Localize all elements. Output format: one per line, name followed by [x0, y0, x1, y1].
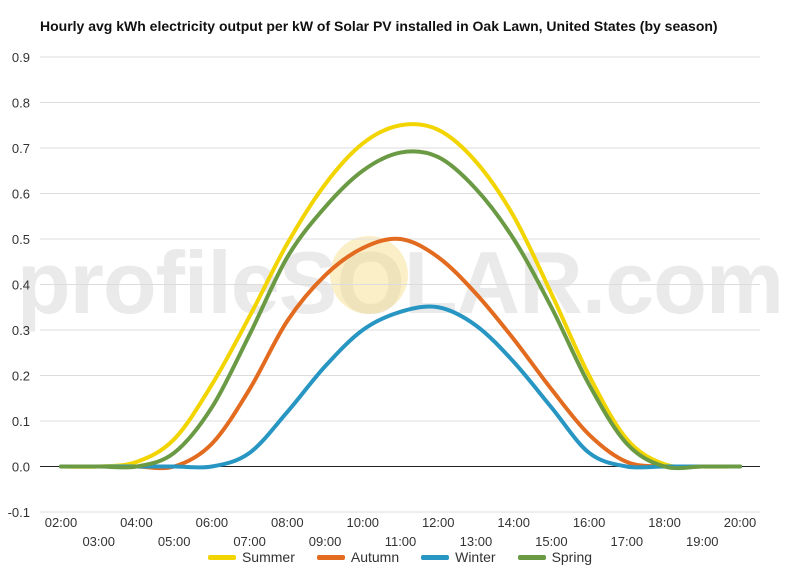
legend-label: Summer	[241, 549, 295, 565]
y-tick-label: 0.1	[12, 414, 30, 429]
x-tick-label: 07:00	[233, 534, 266, 549]
watermark-text: profileSOLAR.com	[16, 233, 784, 332]
y-tick-label: 0.8	[12, 96, 30, 111]
chart-title: Hourly avg kWh electricity output per kW…	[40, 18, 718, 34]
x-tick-label: 17:00	[611, 534, 644, 549]
legend-swatch	[517, 554, 546, 560]
y-tick-label: 0.7	[12, 141, 30, 156]
x-tick-label: 20:00	[724, 515, 757, 530]
y-axis-ticks: -0.1 0.0 0.1 0.2 0.3 0.4 0.5 0.6 0.7 0.8 0.9	[8, 50, 30, 520]
x-tick-label: 15:00	[535, 534, 568, 549]
series-line-spring	[59, 149, 742, 471]
x-tick-label: 02:00	[45, 515, 78, 530]
y-tick-label: 0.9	[12, 50, 30, 65]
y-tick-label: 0.3	[12, 323, 30, 338]
legend-swatch	[207, 554, 236, 560]
x-tick-label: 16:00	[573, 515, 606, 530]
y-tick-label: 0.6	[12, 187, 30, 202]
x-tick-label: 19:00	[686, 534, 719, 549]
series-line-summer	[59, 122, 742, 469]
y-tick-label: 0.2	[12, 369, 30, 384]
x-tick-label: 11:00	[385, 534, 417, 549]
series-lines	[59, 122, 742, 471]
x-axis-ticks: 02:00 03:00 04:00 05:00 06:00 07:00 08:00 09:00…	[45, 515, 757, 549]
x-tick-label: 13:00	[460, 534, 493, 549]
legend-label: Spring	[551, 549, 593, 565]
x-tick-label: 05:00	[158, 534, 191, 549]
x-tick-label: 09:00	[309, 534, 342, 549]
legend-item-summer: Summer	[207, 549, 295, 565]
x-tick-label: 18:00	[648, 515, 681, 530]
series-line-winter	[59, 304, 742, 470]
x-tick-label: 08:00	[271, 515, 304, 530]
legend-swatch	[316, 554, 345, 560]
legend-label: Winter	[455, 549, 496, 565]
legend-label: Autumn	[350, 549, 400, 565]
y-tick-label: 0.5	[12, 232, 30, 247]
legend-item-autumn: Autumn	[316, 549, 400, 565]
y-tick-label: 0.4	[12, 278, 30, 293]
grid-lines	[40, 56, 760, 513]
y-tick-label: -0.1	[8, 505, 30, 520]
sun-logo-icon	[330, 236, 408, 314]
x-tick-label: 12:00	[422, 515, 455, 530]
x-tick-label: 10:00	[347, 515, 380, 530]
x-tick-label: 06:00	[196, 515, 229, 530]
series-line-autumn	[59, 236, 742, 471]
x-tick-label: 03:00	[82, 534, 115, 549]
y-tick-label: 0.0	[12, 460, 30, 475]
legend-swatch	[421, 554, 450, 560]
legend-item-spring: Spring	[517, 549, 593, 565]
legend: Summer Autumn Winter Spring	[0, 549, 800, 565]
legend-item-winter: Winter	[421, 549, 496, 565]
x-tick-label: 14:00	[497, 515, 530, 530]
x-tick-label: 04:00	[120, 515, 153, 530]
